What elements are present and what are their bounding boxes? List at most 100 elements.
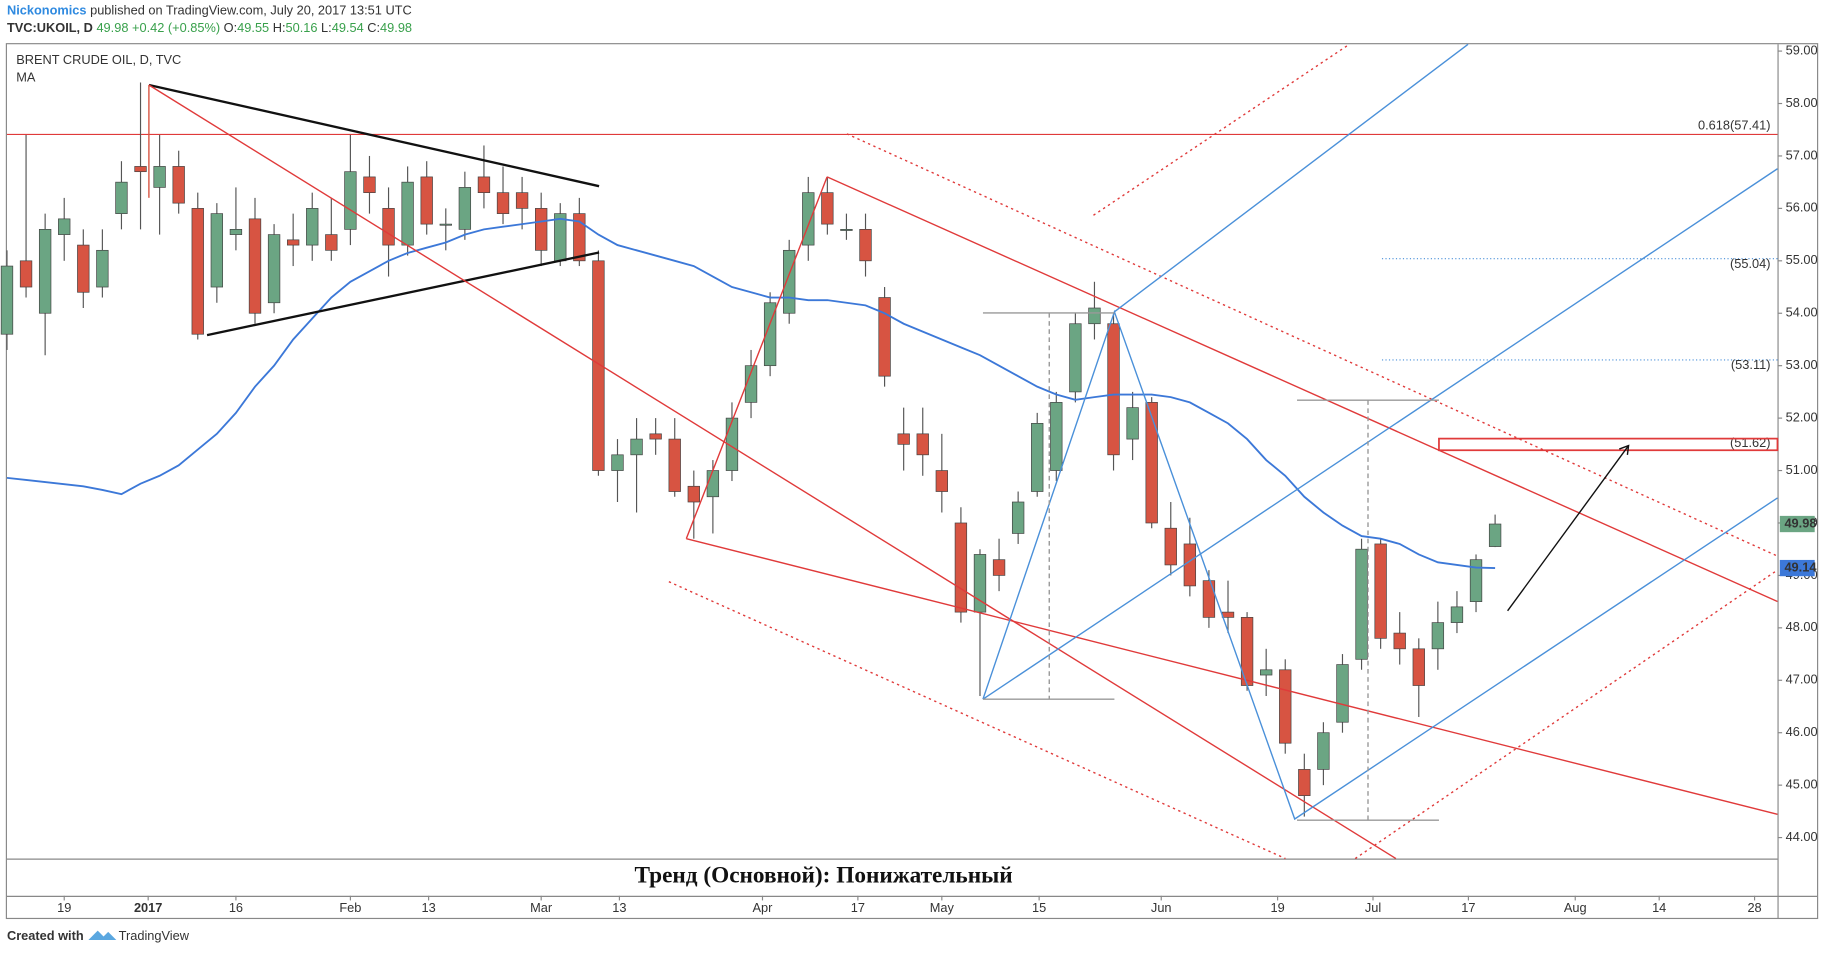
candle-body bbox=[649, 433, 662, 440]
y-tick-label: 52.00 bbox=[1786, 409, 1818, 424]
l-label: L: bbox=[321, 21, 332, 36]
header-line-1: Nickonomics published on TradingView.com… bbox=[7, 3, 412, 18]
candle-body bbox=[878, 297, 891, 377]
triangle-lower bbox=[206, 251, 600, 337]
channel-upper-dotted bbox=[846, 133, 1778, 557]
y-tick-label: 57.00 bbox=[1786, 147, 1818, 162]
blue-upper bbox=[1113, 43, 1469, 313]
candle-body bbox=[954, 522, 968, 613]
x-tick-label: 17 bbox=[1461, 900, 1475, 915]
h-label: H: bbox=[273, 21, 286, 36]
candle-body bbox=[1450, 606, 1464, 623]
level-label: 0.618(57.41) bbox=[1698, 118, 1770, 133]
candle-body bbox=[401, 181, 414, 246]
measures bbox=[982, 312, 1439, 821]
x-tick-label: 13 bbox=[612, 900, 626, 915]
candle-body bbox=[840, 229, 853, 231]
candle-body bbox=[19, 260, 33, 288]
candle-body bbox=[1050, 402, 1063, 471]
candle-body bbox=[1145, 402, 1158, 524]
candle-body bbox=[77, 244, 90, 293]
y-tick-label: 58.00 bbox=[1786, 95, 1818, 110]
indicator-label: MA bbox=[16, 69, 36, 84]
candle-body bbox=[1107, 323, 1120, 456]
candle-body bbox=[592, 260, 605, 471]
y-tick-label: 54.00 bbox=[1786, 305, 1818, 320]
x-tick-label: 19 bbox=[57, 900, 71, 915]
y-tick-label: 59.00 bbox=[1786, 42, 1818, 57]
x-tick-label: 15 bbox=[1032, 900, 1046, 915]
candle-body bbox=[744, 365, 758, 403]
x-tick-label: 14 bbox=[1652, 900, 1666, 915]
candle-body bbox=[706, 470, 720, 498]
candle-body bbox=[916, 433, 929, 456]
candle-body bbox=[1279, 669, 1292, 744]
candle-body bbox=[38, 229, 52, 314]
chart-title: BRENT CRUDE OIL, D, TVC bbox=[16, 52, 181, 67]
brand[interactable]: TradingView bbox=[119, 928, 190, 943]
author[interactable]: Nickonomics bbox=[7, 3, 87, 18]
candle-body bbox=[191, 208, 204, 335]
x-tick-label: 17 bbox=[851, 900, 865, 915]
level-label: (55.04) bbox=[1730, 256, 1771, 271]
candle-body bbox=[1393, 632, 1406, 650]
candle-body bbox=[1202, 580, 1216, 618]
channel-upper bbox=[826, 176, 1778, 603]
candle-body bbox=[153, 166, 166, 188]
x-tick-label: Feb bbox=[339, 900, 361, 915]
c-label: C: bbox=[367, 21, 380, 36]
y-tick-label: 46.00 bbox=[1786, 724, 1818, 739]
high: 50.16 bbox=[286, 21, 318, 36]
y-tick-label: 56.00 bbox=[1786, 200, 1818, 215]
chart-frame bbox=[5, 43, 1819, 920]
channel-base bbox=[685, 176, 828, 539]
candle-body bbox=[783, 249, 796, 314]
candle-body bbox=[1031, 423, 1044, 492]
x-tick-label: 19 bbox=[1271, 900, 1285, 915]
candle-body bbox=[344, 171, 357, 230]
candle-body bbox=[1069, 323, 1082, 393]
candle-body bbox=[1011, 501, 1025, 534]
candle-body bbox=[286, 239, 300, 246]
candle-body bbox=[573, 213, 586, 262]
header-line-2: TVC:UKOIL, D 49.98 +0.42 (+0.85%) O:49.5… bbox=[7, 21, 412, 36]
y-tick-label: 55.00 bbox=[1786, 252, 1818, 267]
candle-body bbox=[1412, 648, 1425, 686]
ma-price-label: 49.14 bbox=[1784, 559, 1817, 574]
x-tick-label: Mar bbox=[530, 900, 553, 915]
candle-body bbox=[935, 470, 948, 492]
candle-body bbox=[611, 454, 624, 471]
y-tick-label: 45.00 bbox=[1786, 777, 1818, 792]
level-label: (53.11) bbox=[1731, 357, 1771, 372]
candle-body bbox=[1164, 527, 1177, 566]
candle-body bbox=[325, 234, 338, 251]
y-tick-label: 53.00 bbox=[1786, 357, 1818, 372]
o-label: O: bbox=[224, 21, 238, 36]
candle-body bbox=[134, 166, 147, 173]
candle-body bbox=[1259, 669, 1273, 676]
x-tick-label: 13 bbox=[422, 900, 436, 915]
candle-body bbox=[172, 166, 185, 204]
last-price-box bbox=[1779, 515, 1815, 533]
candle-body bbox=[535, 208, 548, 251]
x-tick-label: Jun bbox=[1151, 900, 1172, 915]
arrow-head bbox=[1619, 444, 1630, 455]
candle-body bbox=[0, 265, 14, 335]
candle-body bbox=[1221, 611, 1235, 618]
candle-body bbox=[496, 192, 510, 214]
last-price-label: 49.98 bbox=[1784, 515, 1816, 530]
candle-body bbox=[1469, 559, 1483, 602]
arrow bbox=[1507, 445, 1630, 612]
ma-price-box bbox=[1779, 559, 1815, 577]
candle-body bbox=[725, 417, 739, 471]
candle-body bbox=[458, 187, 472, 230]
published: published on TradingView.com, July 20, 2… bbox=[90, 3, 412, 18]
drawings bbox=[148, 43, 1779, 860]
level-label: (51.62) bbox=[1730, 435, 1771, 450]
candle-body bbox=[382, 208, 395, 246]
candle-body bbox=[992, 559, 1006, 576]
candle-body bbox=[306, 208, 319, 246]
x-tick-label: Aug bbox=[1564, 900, 1587, 915]
